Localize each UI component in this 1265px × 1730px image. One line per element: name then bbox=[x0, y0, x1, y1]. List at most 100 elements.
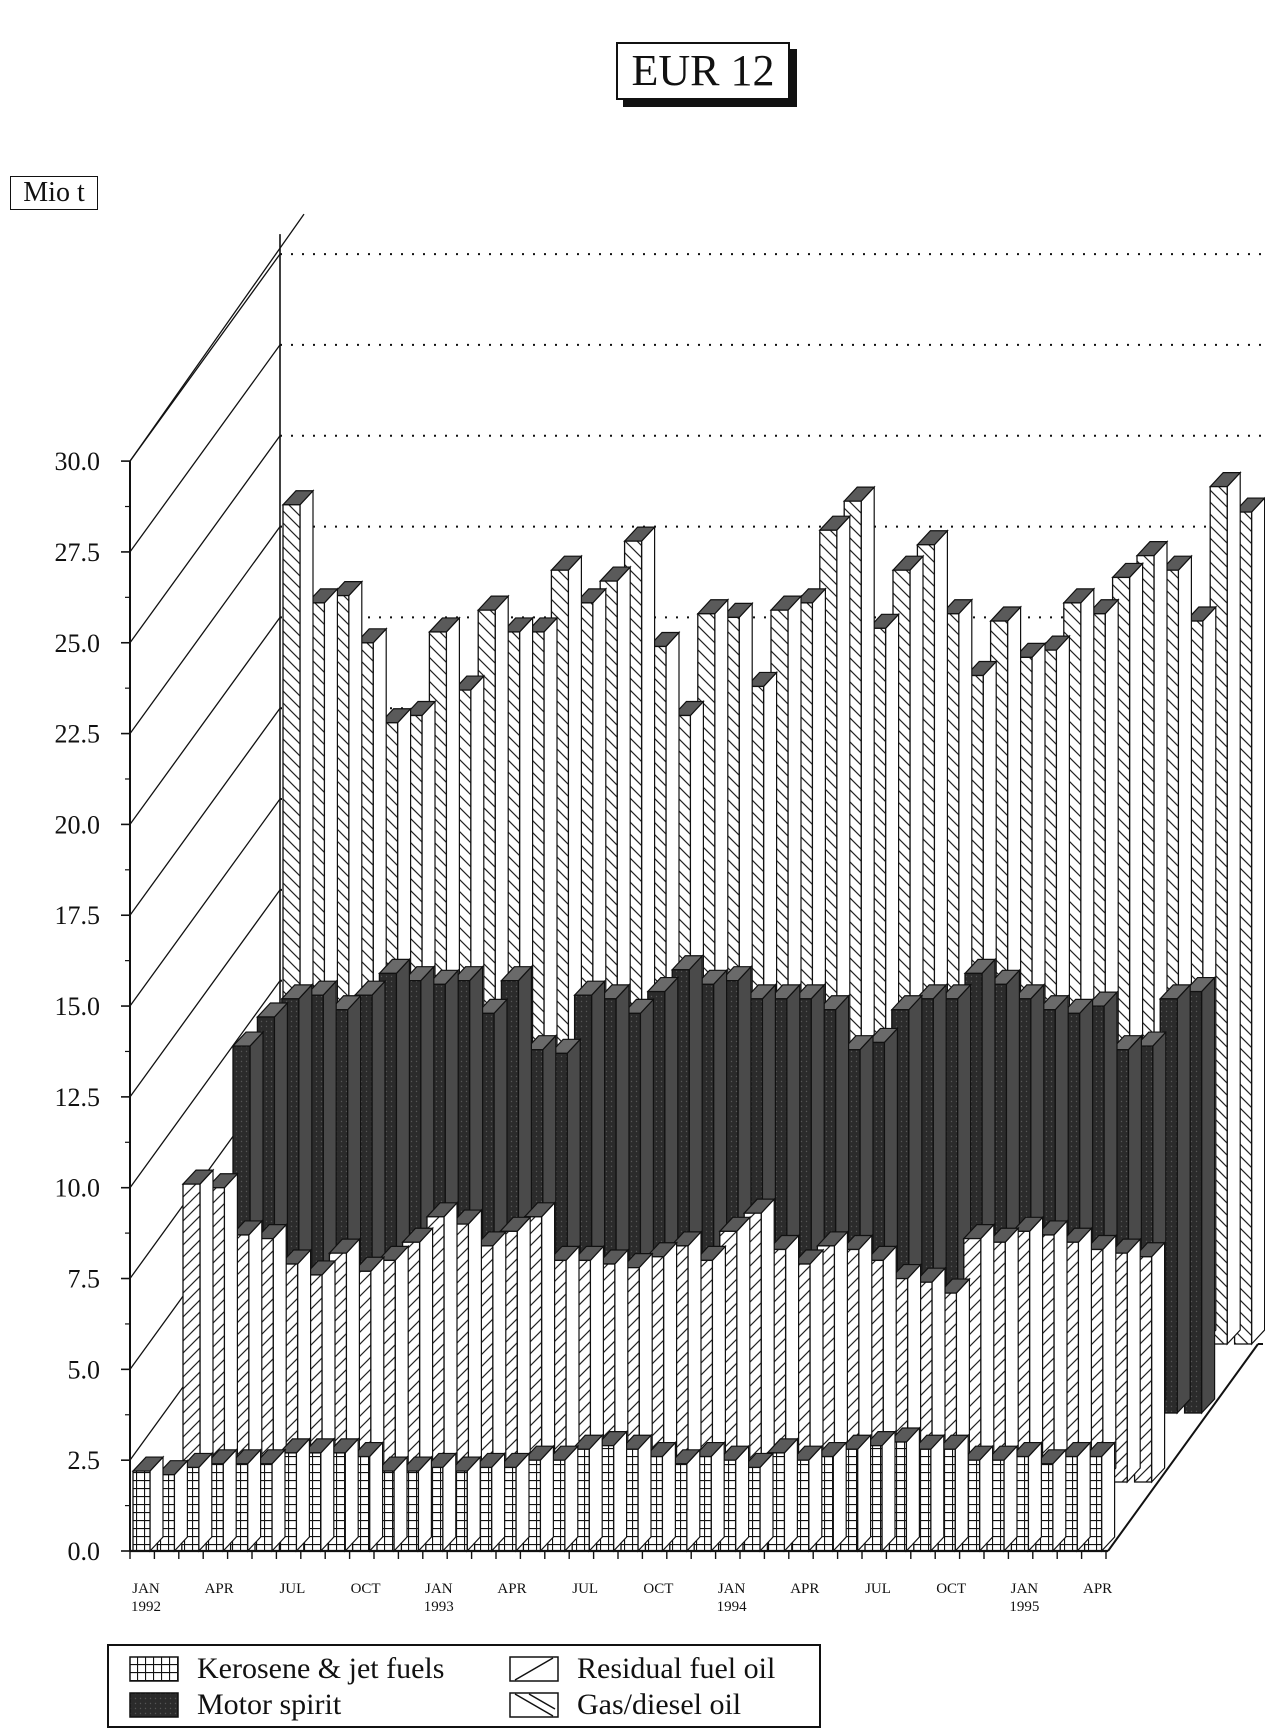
bar-side bbox=[1250, 496, 1265, 1346]
y-tick-label: 25.0 bbox=[55, 629, 101, 658]
legend-swatch-grid-icon bbox=[129, 1656, 179, 1682]
x-tick-label: APR bbox=[497, 1581, 526, 1597]
x-tick-year-label: 1995 bbox=[1009, 1599, 1039, 1615]
legend-label: Motor spirit bbox=[197, 1688, 342, 1721]
y-tick-label: 22.5 bbox=[55, 720, 101, 749]
bar-side bbox=[419, 1226, 434, 1484]
x-tick-label: JAN bbox=[1011, 1581, 1039, 1597]
depth-gridline bbox=[129, 707, 281, 916]
bar-side bbox=[515, 1451, 530, 1553]
bar-kerosene bbox=[595, 1430, 628, 1553]
y-tick-label: 20.0 bbox=[55, 810, 101, 839]
bar-side bbox=[661, 1441, 677, 1553]
depth-gridline bbox=[129, 435, 281, 644]
bar-side bbox=[393, 1455, 408, 1553]
x-tick-label: JUL bbox=[279, 1581, 305, 1597]
bar-side bbox=[564, 1444, 579, 1553]
bar-side bbox=[539, 1444, 555, 1553]
x-tick-label: JUL bbox=[572, 1581, 598, 1597]
legend: Kerosene & jet fuels Motor spirit Residu… bbox=[107, 1644, 821, 1728]
y-tick-label: 7.5 bbox=[68, 1265, 101, 1294]
bar-side bbox=[344, 1437, 359, 1553]
bar-side bbox=[1052, 1448, 1067, 1553]
y-axis-unit-label: Mio t bbox=[10, 176, 98, 210]
y-axis: 0.0 2.5 5.0 7.5 10.0 12.5 15.0 17.5 20.0 22.5 25.0… bbox=[55, 447, 131, 1566]
depth-gridline bbox=[129, 213, 305, 462]
bar-side bbox=[442, 1451, 457, 1553]
bar-kerosene bbox=[131, 1455, 165, 1553]
bar-kerosene bbox=[1083, 1441, 1116, 1553]
bar-side bbox=[736, 1215, 751, 1484]
chart-title: EUR 12 bbox=[616, 42, 790, 100]
bar-side bbox=[369, 1441, 384, 1553]
floor-edge bbox=[1107, 1343, 1259, 1552]
x-tick-year-label: 1994 bbox=[717, 1599, 748, 1615]
x-tick-year-label: 1993 bbox=[424, 1599, 454, 1615]
bar-side bbox=[734, 1444, 750, 1553]
x-axis: JAN 1992 APR JUL OCT JAN 1993 APR JUL OCT JAN 1994 A… bbox=[129, 1549, 1112, 1615]
legend-label: Kerosene & jet fuels bbox=[197, 1652, 445, 1685]
x-tick-label: OCT bbox=[351, 1581, 381, 1597]
bar-side bbox=[540, 1201, 556, 1484]
bar-side bbox=[491, 1451, 506, 1553]
depth-gridline bbox=[129, 798, 281, 1007]
bar-side bbox=[980, 1223, 995, 1484]
bar-side bbox=[320, 1437, 335, 1553]
bar-residual bbox=[181, 1168, 215, 1484]
bar-side bbox=[149, 1455, 164, 1553]
bar-side bbox=[612, 1430, 628, 1553]
depth-gridline bbox=[129, 526, 281, 734]
legend-label: Residual fuel oil bbox=[577, 1652, 776, 1685]
bar-side bbox=[588, 1433, 603, 1553]
x-tick-label: APR bbox=[205, 1581, 234, 1597]
bar-side bbox=[686, 1448, 701, 1553]
x-tick-label: JAN bbox=[425, 1581, 453, 1597]
legend-swatch-forward-hatch-icon bbox=[509, 1656, 559, 1682]
bar-side bbox=[1200, 976, 1216, 1415]
bar-side bbox=[247, 1448, 262, 1553]
bar-side bbox=[905, 1426, 921, 1553]
bar-front bbox=[182, 1183, 201, 1483]
bar-side bbox=[881, 1430, 896, 1553]
x-tick-label: JAN bbox=[132, 1581, 160, 1597]
x-tick-label: APR bbox=[790, 1581, 819, 1597]
y-tick-label: 2.5 bbox=[68, 1446, 101, 1475]
bar-side bbox=[1226, 471, 1241, 1346]
x-tick-label: JAN bbox=[718, 1581, 746, 1597]
legend-swatch-dark-icon bbox=[129, 1692, 179, 1718]
bar-side bbox=[1053, 1219, 1068, 1484]
y-tick-label: 0.0 bbox=[68, 1537, 101, 1566]
bar-side bbox=[173, 1459, 188, 1553]
bar-side bbox=[637, 1433, 652, 1553]
y-tick-label: 5.0 bbox=[68, 1355, 101, 1384]
x-tick-label: JUL bbox=[865, 1581, 891, 1597]
x-tick-label: OCT bbox=[936, 1581, 966, 1597]
bar-side bbox=[1126, 1237, 1141, 1484]
depth-gridline bbox=[129, 889, 281, 1098]
bar-side bbox=[760, 1197, 775, 1484]
series-layer-kerosene bbox=[131, 1426, 1116, 1553]
bar-side bbox=[417, 1455, 432, 1553]
bar-side bbox=[1076, 1441, 1091, 1553]
bar-side bbox=[1004, 1226, 1019, 1484]
bar-side bbox=[759, 1451, 774, 1553]
depth-gridline bbox=[129, 980, 281, 1189]
bar-side bbox=[223, 1172, 238, 1484]
bar-side bbox=[710, 1441, 725, 1553]
depth-gridline bbox=[129, 344, 281, 553]
bar-side bbox=[443, 1201, 458, 1484]
bar-side bbox=[492, 1230, 507, 1484]
bar-side bbox=[295, 1437, 310, 1553]
bar-side bbox=[1003, 1444, 1018, 1553]
bar-side bbox=[198, 1451, 213, 1553]
bar-side bbox=[1176, 983, 1191, 1415]
y-tick-label: 12.5 bbox=[55, 1083, 101, 1112]
bar-side bbox=[467, 1208, 482, 1484]
y-tick-label: 10.0 bbox=[55, 1174, 101, 1203]
bar-side bbox=[271, 1448, 286, 1553]
y-tick-label: 15.0 bbox=[55, 992, 101, 1021]
bar-front bbox=[132, 1470, 151, 1552]
y-tick-label: 27.5 bbox=[55, 538, 101, 567]
